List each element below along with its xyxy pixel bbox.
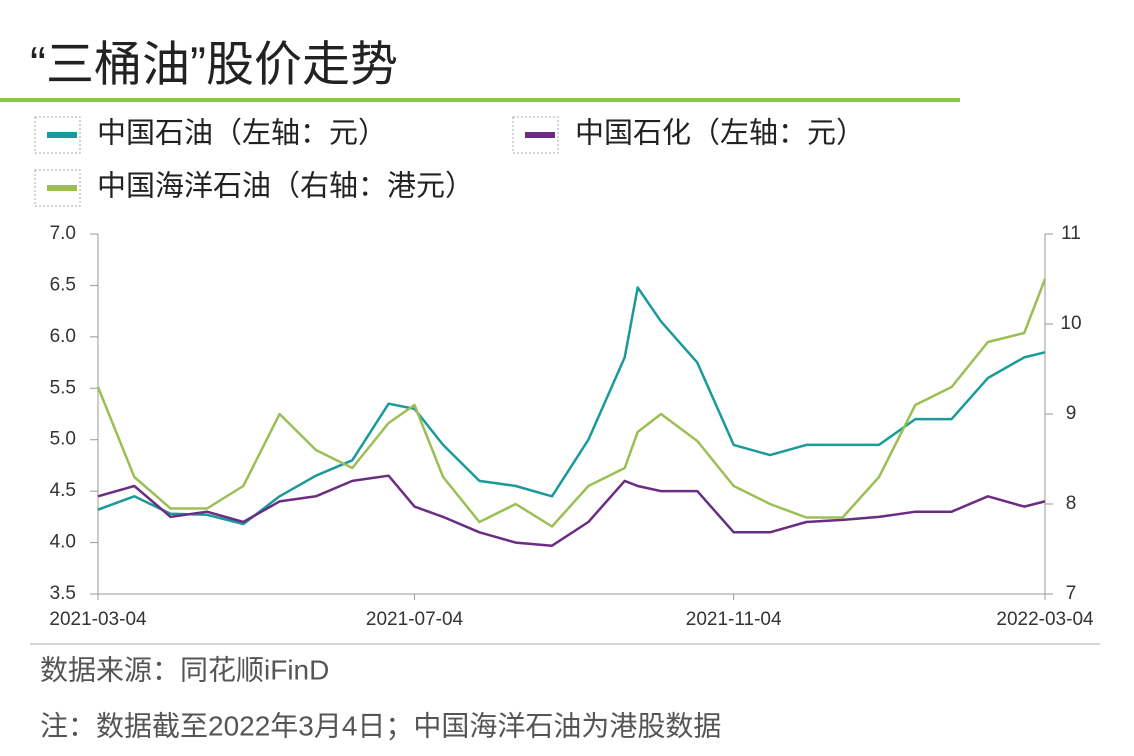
x-tick-label: 2021-03-04 (49, 609, 147, 630)
series-line (97, 474, 1046, 547)
chart-title: “三桶油”股价走势 (30, 39, 398, 92)
legend-swatch (47, 132, 77, 138)
y-tick-label: 5.5 (50, 377, 76, 398)
legend-box (34, 116, 81, 154)
x-tick-label: 2022-03-04 (996, 609, 1094, 630)
legend-swatch (47, 185, 77, 191)
y-tick-label: 6.5 (50, 274, 76, 295)
title-rule (0, 98, 960, 102)
y-tick-label: 3.5 (50, 583, 76, 604)
y-tick-label: 7.0 (50, 223, 76, 244)
y2-tick-label: 9 (1066, 403, 1077, 424)
legend-label: 中国石油（左轴：元） (97, 117, 387, 150)
y2-tick-label: 11 (1061, 223, 1081, 244)
source-note: 数据来源：同花顺iFinD (40, 654, 329, 685)
y-tick-label: 6.0 (50, 326, 76, 347)
series-line (97, 286, 1046, 526)
series-line (96, 278, 1047, 528)
y2-tick-label: 8 (1066, 493, 1077, 514)
legend-box (34, 169, 81, 207)
legend-box (512, 116, 559, 154)
legend-label: 中国石化（左轴：元） (575, 117, 865, 150)
x-tick-label: 2021-07-04 (366, 609, 464, 630)
y-tick-label: 4.5 (50, 480, 76, 501)
footnote: 注：数据截至2022年3月4日；中国海洋石油为港股数据 (40, 710, 721, 741)
y-tick-label: 4.0 (50, 532, 76, 553)
x-tick-label: 2021-11-04 (686, 609, 782, 630)
legend-label: 中国海洋石油（右轴：港元） (97, 170, 474, 203)
y2-tick-label: 10 (1060, 313, 1081, 334)
y-tick-label: 5.0 (50, 429, 76, 450)
y2-tick-label: 7 (1066, 583, 1077, 604)
legend-swatch (525, 132, 555, 138)
